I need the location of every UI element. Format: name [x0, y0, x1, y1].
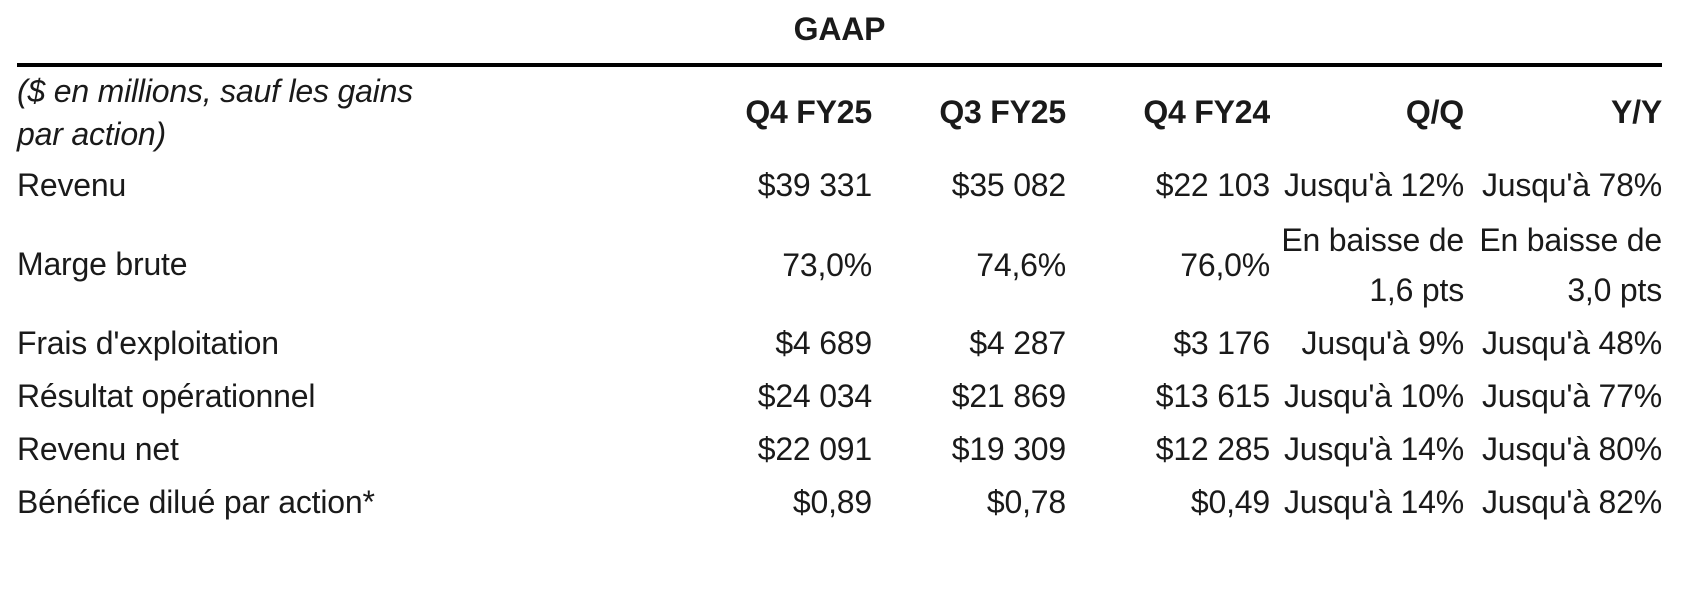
gaap-results-table: GAAP ($ en millions, sauf les gains par …: [17, 0, 1662, 529]
table-title-row: GAAP: [17, 0, 1662, 67]
cell-q3-fy25: $19 309: [951, 430, 1066, 467]
cell-qq: Jusqu'à 14%: [1283, 430, 1464, 467]
cell-yy: En baisse de 3,0 pts: [1479, 222, 1662, 308]
table-row-net-income: Revenu net $22 091 $19 309 $12 285 Jusqu…: [17, 423, 1662, 476]
table-row-operating-income: Résultat opérationnel $24 034 $21 869 $1…: [17, 370, 1662, 423]
table-header-row: ($ en millions, sauf les gains par actio…: [17, 67, 1662, 159]
cell-q4-fy24: $12 285: [1155, 430, 1270, 467]
row-label: Résultat opérationnel: [17, 377, 316, 414]
cell-yy: Jusqu'à 80%: [1481, 430, 1662, 467]
cell-qq: En baisse de 1,6 pts: [1281, 222, 1464, 308]
cell-q4-fy25: $0,89: [792, 483, 872, 520]
table-row-gross-margin: Marge brute 73,0% 74,6% 76,0% En baisse …: [17, 213, 1662, 317]
row-label: Revenu net: [17, 430, 179, 467]
cell-q4-fy24: $3 176: [1173, 324, 1270, 361]
row-label: Frais d'exploitation: [17, 324, 279, 361]
cell-yy: Jusqu'à 82%: [1481, 483, 1662, 520]
units-note: ($ en millions, sauf les gains par actio…: [17, 73, 413, 152]
row-label: Revenu: [17, 167, 127, 204]
table-row-diluted-eps: Bénéfice dilué par action* $0,89 $0,78 $…: [17, 476, 1662, 529]
column-header-qq: Q/Q: [1405, 94, 1464, 131]
cell-q3-fy25: $0,78: [986, 483, 1066, 520]
column-header-yy: Y/Y: [1611, 94, 1662, 131]
column-header-q3-fy25: Q3 FY25: [939, 94, 1066, 131]
cell-q4-fy25: $39 331: [757, 167, 872, 204]
cell-q3-fy25: 74,6%: [976, 247, 1066, 283]
cell-qq: Jusqu'à 10%: [1283, 377, 1464, 414]
cell-q4-fy24: $13 615: [1155, 377, 1270, 414]
cell-yy: Jusqu'à 77%: [1481, 377, 1662, 414]
table-row-operating-expenses: Frais d'exploitation $4 689 $4 287 $3 17…: [17, 317, 1662, 370]
cell-qq: Jusqu'à 12%: [1283, 167, 1464, 204]
cell-q3-fy25: $21 869: [951, 377, 1066, 414]
cell-q4-fy25: 73,0%: [782, 247, 872, 283]
cell-q4-fy25: $24 034: [757, 377, 872, 414]
cell-q4-fy25: $22 091: [757, 430, 872, 467]
cell-q4-fy24: $0,49: [1190, 483, 1270, 520]
table-row-revenue: Revenu $39 331 $35 082 $22 103 Jusqu'à 1…: [17, 159, 1662, 213]
column-header-q4-fy24: Q4 FY24: [1143, 94, 1270, 131]
table-group-header: GAAP: [793, 11, 886, 47]
cell-yy: Jusqu'à 78%: [1481, 167, 1662, 204]
column-header-q4-fy25: Q4 FY25: [745, 94, 872, 131]
cell-qq: Jusqu'à 9%: [1301, 324, 1465, 361]
cell-yy: Jusqu'à 48%: [1481, 324, 1662, 361]
cell-qq: Jusqu'à 14%: [1283, 483, 1464, 520]
cell-q4-fy24: 76,0%: [1180, 247, 1270, 283]
row-label: Bénéfice dilué par action*: [17, 483, 375, 520]
cell-q3-fy25: $35 082: [951, 167, 1066, 204]
cell-q4-fy25: $4 689: [775, 324, 872, 361]
row-label: Marge brute: [17, 246, 188, 283]
cell-q4-fy24: $22 103: [1155, 167, 1270, 204]
cell-q3-fy25: $4 287: [969, 324, 1066, 361]
